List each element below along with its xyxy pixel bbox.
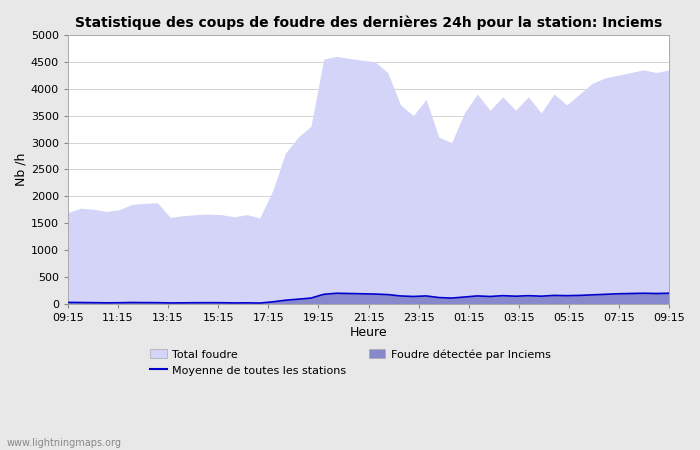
- X-axis label: Heure: Heure: [350, 326, 387, 339]
- Text: www.lightningmaps.org: www.lightningmaps.org: [7, 438, 122, 448]
- Title: Statistique des coups de foudre des dernières 24h pour la station: Inciems: Statistique des coups de foudre des dern…: [75, 15, 662, 30]
- Legend: Total foudre, Moyenne de toutes les stations, Foudre détectée par Inciems: Total foudre, Moyenne de toutes les stat…: [146, 345, 555, 380]
- Y-axis label: Nb /h: Nb /h: [15, 153, 28, 186]
